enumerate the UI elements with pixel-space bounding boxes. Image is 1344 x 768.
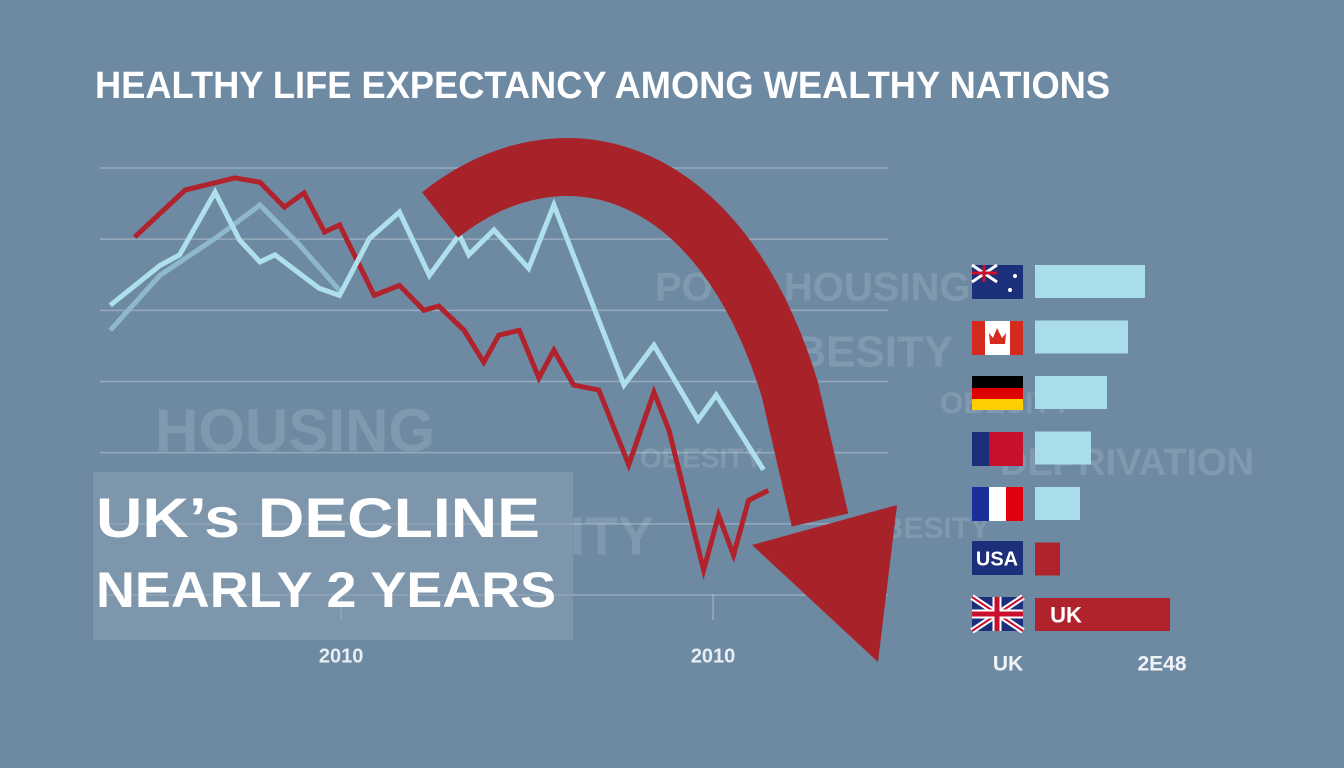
flag-uk [970,594,1025,634]
arrow-shaft [422,138,849,527]
flag-canada [972,321,1023,355]
background-word: HOUSING [155,397,435,464]
bar [1035,320,1128,354]
lines [108,175,770,581]
background-word: OBESITY [640,442,763,473]
flag-australia [971,263,1023,299]
x-tick-label: 2010 [691,645,736,667]
bar [1035,487,1080,520]
bar [1035,431,1091,465]
bar [1035,598,1170,631]
chart-title: HEALTHY LIFE EXPECTANCY AMONG WEALTHY NA… [95,65,1110,107]
decline-arrow [422,138,897,662]
flag-germany [972,376,1023,410]
footer-label: 2E48 [1137,653,1186,676]
data-line [108,201,342,332]
headline: UK’s DECLINE [96,486,540,549]
x-tick-label: 2010 [319,645,364,667]
bar [1035,542,1060,576]
flag-other [972,432,1023,466]
flag-france [972,487,1023,521]
footer-label: UK [993,653,1023,676]
category-label: USA [976,548,1018,570]
bar [1035,376,1107,409]
headline-box [93,472,573,640]
data-line [108,186,766,472]
headline: NEARLY 2 YEARS [96,562,556,618]
flags [970,263,1025,634]
value-label: UK [1050,602,1082,627]
arrow-head [752,505,897,662]
bar [1035,265,1145,298]
flag-usa [972,541,1023,575]
background-word: ITY [570,506,654,566]
bar-chart: USA UK UK 2E48 [976,265,1187,676]
data-line [132,175,770,581]
